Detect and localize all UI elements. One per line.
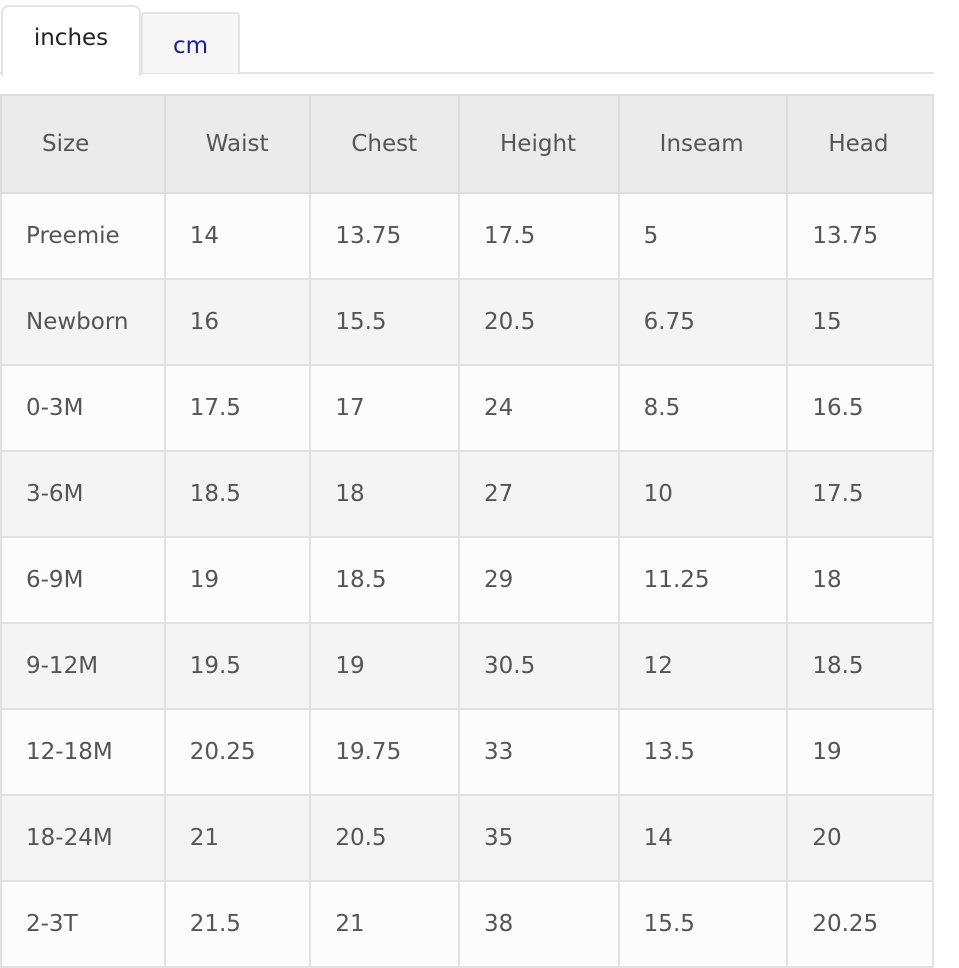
table-cell: 19 [163,536,312,624]
table-row: 0-3M 17.5 17 24 8.5 16.5 [0,364,934,452]
table-cell: 14 [163,192,312,280]
table-cell: 21 [163,794,312,882]
column-header-head: Head [786,94,934,194]
table-cell: 15.5 [309,278,461,366]
table-row: 2-3T 21.5 21 38 15.5 20.25 [0,880,934,968]
table-cell: 20 [786,794,934,882]
table-row: 9-12M 19.5 19 30.5 12 18.5 [0,622,934,710]
table-row: 18-24M 21 20.5 35 14 20 [0,794,934,882]
table-cell: 16.5 [786,364,934,452]
table-cell: 18-24M [0,794,166,882]
table-cell: 15.5 [617,880,789,968]
unit-tabs: inches cm [0,0,934,76]
table-cell: 20.25 [786,880,934,968]
table-cell: 12-18M [0,708,166,796]
table-row: Preemie 14 13.75 17.5 5 13.75 [0,192,934,280]
table-cell: 17.5 [163,364,312,452]
table-cell: 3-6M [0,450,166,538]
table-cell: 13.75 [786,192,934,280]
table-cell: 0-3M [0,364,166,452]
table-cell: 17 [309,364,461,452]
tab-cm[interactable]: cm [141,12,240,73]
tab-inches[interactable]: inches [1,5,141,76]
table-cell: 17.5 [786,450,934,538]
column-header-size: Size [0,94,166,194]
table-cell: 18.5 [163,450,312,538]
table-cell: 38 [458,880,620,968]
table-cell: 18 [309,450,461,538]
table-cell: 24 [458,364,620,452]
table-cell: 6.75 [617,278,789,366]
table-cell: 10 [617,450,789,538]
table-cell: Newborn [0,278,166,366]
table-cell: 21.5 [163,880,312,968]
table-cell: 19.5 [163,622,312,710]
table-cell: 20.5 [309,794,461,882]
table-row: Newborn 16 15.5 20.5 6.75 15 [0,278,934,366]
table-cell: 14 [617,794,789,882]
table-cell: 19 [786,708,934,796]
table-cell: 13.5 [617,708,789,796]
table-cell: 27 [458,450,620,538]
table-cell: 19 [309,622,461,710]
table-cell: 17.5 [458,192,620,280]
table-cell: 18.5 [309,536,461,624]
table-row: 12-18M 20.25 19.75 33 13.5 19 [0,708,934,796]
table-cell: 20.25 [163,708,312,796]
table-header-row: Size Waist Chest Height Inseam Head [0,94,934,194]
size-chart-table: Size Waist Chest Height Inseam Head Preemie 14… [0,94,934,968]
column-header-chest: Chest [309,94,461,194]
table-cell: 11.25 [617,536,789,624]
column-header-waist: Waist [163,94,312,194]
table-cell: 35 [458,794,620,882]
table-row: 3-6M 18.5 18 27 10 17.5 [0,450,934,538]
table-cell: 18.5 [786,622,934,710]
table-row: 6-9M 19 18.5 29 11.25 18 [0,536,934,624]
table-cell: 20.5 [458,278,620,366]
table-cell: 6-9M [0,536,166,624]
table-cell: 12 [617,622,789,710]
table-cell: 16 [163,278,312,366]
table-cell: 21 [309,880,461,968]
table-cell: Preemie [0,192,166,280]
column-header-inseam: Inseam [617,94,789,194]
table-cell: 5 [617,192,789,280]
table-cell: 33 [458,708,620,796]
table-cell: 30.5 [458,622,620,710]
table-cell: 8.5 [617,364,789,452]
table-cell: 29 [458,536,620,624]
table-cell: 9-12M [0,622,166,710]
column-header-height: Height [458,94,620,194]
table-cell: 2-3T [0,880,166,968]
table-cell: 19.75 [309,708,461,796]
table-cell: 15 [786,278,934,366]
table-cell: 13.75 [309,192,461,280]
table-cell: 18 [786,536,934,624]
